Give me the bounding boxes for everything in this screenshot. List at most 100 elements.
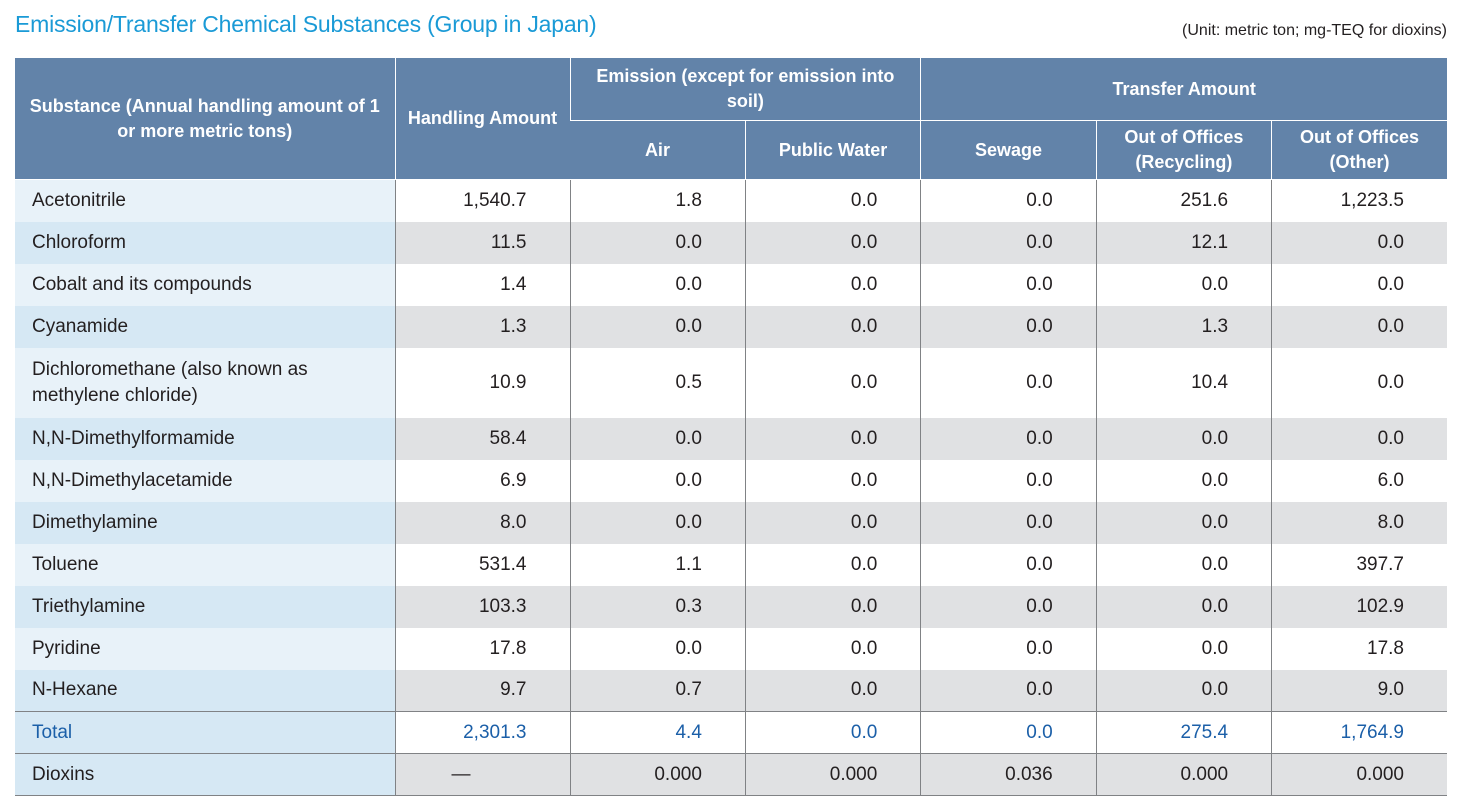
recycling-cell: 0.0: [1095, 585, 1272, 628]
air-cell: 1.8: [569, 179, 746, 222]
public-water-cell: 0.0: [744, 179, 921, 222]
handling-cell: 10.9: [394, 347, 570, 418]
public-water-cell: 0.0: [744, 263, 921, 306]
table-row: Triethylamine 103.3 0.3 0.0 0.0 0.0 102.9: [15, 585, 1447, 628]
other-cell: 0.0: [1271, 221, 1447, 264]
substance-cell: N-Hexane: [15, 669, 395, 712]
handling-cell: —: [394, 753, 570, 796]
table-row: Dichloromethane (also known as methylene…: [15, 347, 1447, 418]
handling-cell: 6.9: [394, 459, 570, 502]
substance-cell: Toluene: [15, 543, 395, 586]
recycling-cell: 0.0: [1095, 543, 1272, 586]
air-cell: 0.0: [569, 459, 746, 502]
recycling-cell: 0.0: [1095, 501, 1272, 544]
air-cell: 1.1: [569, 543, 746, 586]
air-cell: 0.0: [569, 221, 746, 264]
table-row: Cyanamide 1.3 0.0 0.0 0.0 1.3 0.0: [15, 305, 1447, 348]
handling-cell: 1.4: [394, 263, 570, 306]
handling-cell: 1.3: [394, 305, 570, 348]
table-row: Toluene 531.4 1.1 0.0 0.0 0.0 397.7: [15, 543, 1447, 586]
sewage-cell: 0.0: [920, 627, 1097, 670]
air-cell: 0.5: [569, 347, 746, 418]
sewage-cell: 0.0: [920, 711, 1097, 754]
public-water-cell: 0.000: [744, 753, 921, 796]
other-cell: 9.0: [1271, 669, 1447, 712]
table-row: N,N-Dimethylacetamide 6.9 0.0 0.0 0.0 0.0 6.0: [15, 459, 1447, 502]
other-cell: 1,223.5: [1271, 179, 1447, 222]
public-water-cell: 0.0: [744, 347, 921, 418]
recycling-cell: 0.0: [1095, 669, 1272, 712]
other-cell: 6.0: [1271, 459, 1447, 502]
sewage-cell: 0.0: [920, 263, 1097, 306]
sewage-cell: 0.0: [920, 305, 1097, 348]
table-row: N-Hexane 9.7 0.7 0.0 0.0 0.0 9.0: [15, 669, 1447, 712]
recycling-cell: 0.0: [1095, 417, 1272, 460]
handling-cell: 531.4: [394, 543, 570, 586]
total-row: Total 2,301.3 4.4 0.0 0.0 275.4 1,764.9: [15, 711, 1447, 754]
dioxins-row: Dioxins —0.000 0.000 0.036 0.000 0.000: [15, 753, 1447, 796]
other-cell: 0.0: [1271, 417, 1447, 460]
handling-cell: 8.0: [394, 501, 570, 544]
other-cell: 1,764.9: [1271, 711, 1447, 754]
sewage-cell: 0.0: [920, 179, 1097, 222]
sewage-cell: 0.0: [920, 221, 1097, 264]
other-cell: 0.0: [1271, 305, 1447, 348]
public-water-cell: 0.0: [744, 711, 921, 754]
other-cell: 8.0: [1271, 501, 1447, 544]
public-water-cell: 0.0: [744, 417, 921, 460]
air-cell: 0.0: [569, 627, 746, 670]
recycling-cell: 0.0: [1095, 627, 1272, 670]
substance-cell: Pyridine: [15, 627, 395, 670]
recycling-cell: 0.000: [1095, 753, 1272, 796]
substance-cell: Dichloromethane (also known as methylene…: [15, 347, 395, 418]
other-cell: 102.9: [1271, 585, 1447, 628]
substance-cell: N,N-Dimethylacetamide: [15, 459, 395, 502]
sewage-cell: 0.0: [920, 347, 1097, 418]
air-cell: 0.000: [569, 753, 746, 796]
table-row: Chloroform 11.5 0.0 0.0 0.0 12.1 0.0: [15, 221, 1447, 264]
header-substance: Substance (Annual handling amount of 1 o…: [15, 58, 395, 180]
air-cell: 0.0: [569, 305, 746, 348]
substance-cell: Triethylamine: [15, 585, 395, 628]
public-water-cell: 0.0: [744, 501, 921, 544]
air-cell: 0.0: [569, 417, 746, 460]
table-row: Cobalt and its compounds 1.4 0.0 0.0 0.0 0.0 0…: [15, 263, 1447, 306]
unit-note: (Unit: metric ton; mg-TEQ for dioxins): [1182, 22, 1447, 39]
other-cell: 17.8: [1271, 627, 1447, 670]
other-cell: 0.0: [1271, 347, 1447, 418]
header-handling-amount: Handling Amount: [394, 58, 570, 180]
sewage-cell: 0.0: [920, 417, 1097, 460]
air-cell: 0.0: [569, 263, 746, 306]
public-water-cell: 0.0: [744, 669, 921, 712]
other-cell: 397.7: [1271, 543, 1447, 586]
header-sewage: Sewage: [920, 120, 1097, 180]
page-title: Emission/Transfer Chemical Substances (G…: [15, 11, 597, 37]
recycling-cell: 275.4: [1095, 711, 1272, 754]
recycling-cell: 0.0: [1095, 263, 1272, 306]
recycling-cell: 1.3: [1095, 305, 1272, 348]
air-cell: 4.4: [569, 711, 746, 754]
public-water-cell: 0.0: [744, 221, 921, 264]
substance-cell: Acetonitrile: [15, 179, 395, 222]
table-row: N,N-Dimethylformamide 58.4 0.0 0.0 0.0 0.0 0.0: [15, 417, 1447, 460]
substance-cell: Cyanamide: [15, 305, 395, 348]
emission-transfer-table: Substance (Annual handling amount of 1 o…: [15, 58, 1447, 796]
header-out-of-offices-other: Out of Offices (Other): [1271, 120, 1447, 180]
handling-cell: 1,540.7: [394, 179, 570, 222]
substance-cell: Cobalt and its compounds: [15, 263, 395, 306]
recycling-cell: 251.6: [1095, 179, 1272, 222]
header-emission-group: Emission (except for emission into soil): [569, 58, 921, 121]
sewage-cell: 0.0: [920, 543, 1097, 586]
handling-cell: 103.3: [394, 585, 570, 628]
public-water-cell: 0.0: [744, 543, 921, 586]
public-water-cell: 0.0: [744, 305, 921, 348]
handling-cell: 9.7: [394, 669, 570, 712]
table-row: Pyridine 17.8 0.0 0.0 0.0 0.0 17.8: [15, 627, 1447, 670]
handling-cell: 2,301.3: [394, 711, 570, 754]
other-cell: 0.000: [1271, 753, 1447, 796]
handling-cell: 11.5: [394, 221, 570, 264]
handling-cell: 58.4: [394, 417, 570, 460]
air-cell: 0.7: [569, 669, 746, 712]
recycling-cell: 12.1: [1095, 221, 1272, 264]
substance-cell: Dioxins: [15, 753, 395, 796]
